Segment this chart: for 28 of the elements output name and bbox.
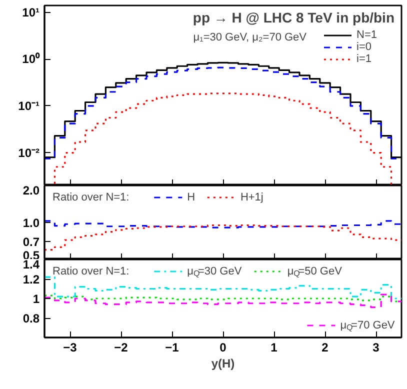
y-tick-label: 10¹ <box>22 5 40 20</box>
y-tick-label: 10⁻¹ <box>18 98 40 113</box>
y-tick-label: 10⁰ <box>22 52 40 66</box>
x-tick-label: −3 <box>63 340 78 354</box>
x-tick-label: −1 <box>165 340 180 354</box>
legend-label: i=1 <box>356 53 372 65</box>
text: μ₁=30 GeV, μ₂=70 GeV <box>193 32 308 44</box>
y-tick-label: 1.4 <box>22 258 40 272</box>
legend-label: i=0 <box>356 41 372 53</box>
x-tick-label: −2 <box>114 340 128 354</box>
x-tick-label: 2 <box>322 340 329 354</box>
legend-title: Ratio over N=1: <box>52 266 130 278</box>
y-tick-label: 1 <box>32 292 40 306</box>
y-tick-label: 2.0 <box>22 184 40 198</box>
legend-label: H+1j <box>240 192 264 204</box>
legend-label: H <box>187 192 196 204</box>
chart-title: pp → H @ LHC 8 TeV in pb/bin <box>192 10 395 26</box>
legend-label: N=1 <box>356 29 377 41</box>
x-axis-title: y(H) <box>211 356 235 370</box>
y-tick-label: 1.2 <box>22 272 40 286</box>
y-tick-label: 0.8 <box>22 312 40 326</box>
y-tick-label: 10⁻² <box>18 146 40 160</box>
x-tick-label: 1 <box>270 340 278 354</box>
y-tick-label: 1.0 <box>22 216 40 230</box>
legend-title: Ratio over N=1: <box>52 192 130 204</box>
y-tick-label: 0.7 <box>22 235 40 250</box>
x-tick-label: 3 <box>372 340 380 354</box>
x-tick-label: 0 <box>220 340 227 354</box>
